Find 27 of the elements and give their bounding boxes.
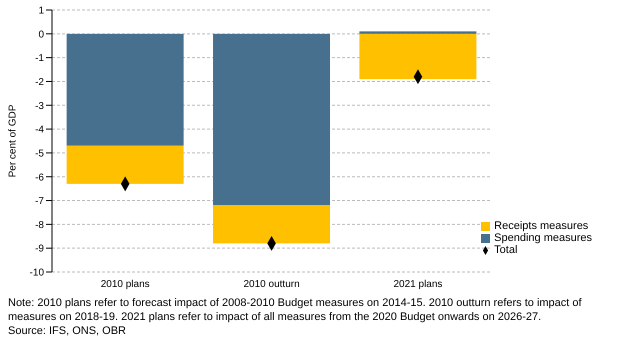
legend-label: Receipts measures [494,220,588,232]
text: Note: 2010 plans refer to forecast impact of 2008-2010 Budget measures on 2014-15. 2010 outturn refers to impact of measures on 2018-19. 2021 plans refer to impact of all measures from the 2020 Budget onwards on 2026-27. [8,296,583,324]
source-note: Source: IFS, ONS, OBR [8,324,127,338]
legend-label: Total [494,244,518,256]
bar [66,146,184,184]
x-tick-label: 2010 plans [100,279,150,290]
y-tick-label: 1 [38,6,44,17]
bar [213,34,330,206]
y-tick-label: -5 [35,148,44,160]
bar [213,205,330,244]
y-tick-label: -7 [35,196,44,208]
bar [66,34,184,146]
y-tick-label: -6 [35,172,44,184]
x-tick-label: 2021 plans [393,279,442,290]
y-tick-label: -2 [35,77,44,88]
bar [359,31,476,34]
x-tick-label: 2010 outturn [243,279,300,290]
y-tick-label: -9 [35,244,44,255]
legend-label: Spending measures [494,232,592,244]
y-tick-label: -1 [35,53,44,64]
bar [359,34,476,80]
y-tick-label: 0 [38,29,44,40]
y-tick-label: -3 [35,100,44,112]
y-tick-label: -4 [35,124,44,136]
y-tick-label: -8 [35,220,44,231]
y-tick-label: -10 [30,268,44,279]
y-axis-title: Per cent of GDP [8,104,19,178]
